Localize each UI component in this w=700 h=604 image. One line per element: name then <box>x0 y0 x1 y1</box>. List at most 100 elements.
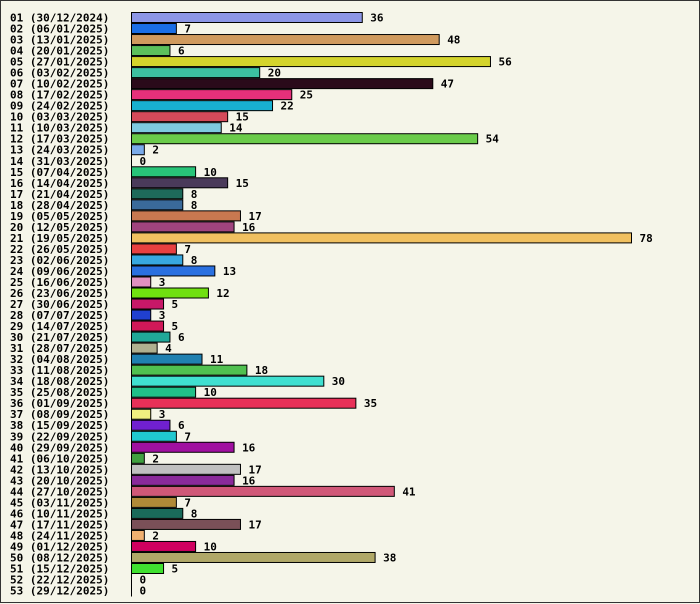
bar <box>131 100 274 112</box>
value-label: 17 <box>248 210 261 223</box>
value-label: 25 <box>300 89 313 102</box>
category-label: 09 (24/02/2025) <box>10 100 109 113</box>
value-label: 6 <box>178 45 185 58</box>
value-label: 2 <box>152 452 159 465</box>
value-label: 22 <box>281 100 294 113</box>
category-label: 43 (20/10/2025) <box>10 474 109 487</box>
category-label: 21 (19/05/2025) <box>10 232 109 245</box>
bar <box>131 287 209 299</box>
bar <box>131 386 197 398</box>
value-label: 8 <box>191 507 198 520</box>
value-label: 0 <box>140 155 147 168</box>
value-label: 5 <box>172 298 179 311</box>
category-label: 40 (29/09/2025) <box>10 441 109 454</box>
category-label: 13 (24/03/2025) <box>10 144 109 157</box>
value-label: 2 <box>152 144 159 157</box>
category-label: 24 (09/06/2025) <box>10 265 109 278</box>
value-label: 6 <box>178 331 185 344</box>
category-label: 27 (30/06/2025) <box>10 298 109 311</box>
category-label: 14 (31/03/2025) <box>10 155 109 168</box>
bar <box>131 507 184 519</box>
value-label: 56 <box>498 56 512 69</box>
category-label: 34 (18/08/2025) <box>10 375 109 388</box>
category-label: 11 (10/03/2025) <box>10 122 109 135</box>
value-label: 54 <box>486 133 500 146</box>
value-label: 8 <box>191 199 198 212</box>
bar <box>131 243 177 255</box>
bar <box>131 111 229 123</box>
category-label: 25 (16/06/2025) <box>10 276 109 289</box>
category-label: 10 (03/03/2025) <box>10 111 109 124</box>
value-label: 3 <box>159 408 166 421</box>
category-label: 06 (03/02/2025) <box>10 67 109 80</box>
value-label: 7 <box>184 23 191 36</box>
bar <box>131 298 165 310</box>
value-label: 4 <box>165 342 172 355</box>
value-label: 5 <box>172 320 179 333</box>
bar <box>131 89 293 101</box>
value-label: 0 <box>140 585 147 598</box>
bar <box>131 45 171 57</box>
category-label: 45 (03/11/2025) <box>10 496 109 509</box>
value-label: 38 <box>383 551 396 564</box>
value-label: 8 <box>191 188 198 201</box>
value-label: 11 <box>210 353 224 366</box>
value-label: 7 <box>184 496 191 509</box>
value-label: 2 <box>152 529 159 542</box>
category-label: 31 (28/07/2025) <box>10 342 109 355</box>
category-label: 20 (12/05/2025) <box>10 221 109 234</box>
bar <box>131 133 479 145</box>
category-label: 32 (04/08/2025) <box>10 353 109 366</box>
value-label: 7 <box>184 430 191 443</box>
category-label: 53 (29/12/2025) <box>10 585 109 598</box>
bar <box>131 67 261 79</box>
category-label: 30 (21/07/2025) <box>10 331 109 344</box>
bar <box>131 342 158 354</box>
bar <box>131 34 440 46</box>
bar <box>131 331 171 343</box>
category-label: 36 (01/09/2025) <box>10 397 109 410</box>
bar <box>131 485 395 497</box>
category-label: 28 (07/07/2025) <box>10 309 109 322</box>
category-label: 52 (22/12/2025) <box>10 574 109 587</box>
bar <box>131 188 184 200</box>
value-label: 48 <box>447 34 460 47</box>
category-label: 48 (24/11/2025) <box>10 529 109 542</box>
value-label: 16 <box>242 441 256 454</box>
bar <box>131 221 235 233</box>
bar <box>131 375 325 387</box>
category-label: 47 (17/11/2025) <box>10 518 109 531</box>
bar <box>131 210 241 222</box>
category-label: 49 (01/12/2025) <box>10 540 109 553</box>
bar <box>131 320 165 332</box>
category-label: 33 (11/08/2025) <box>10 364 109 377</box>
category-label: 02 (06/01/2025) <box>10 23 109 36</box>
value-label: 78 <box>640 232 653 245</box>
value-label: 10 <box>204 386 217 399</box>
category-label: 26 (23/06/2025) <box>10 287 109 300</box>
value-label: 6 <box>178 419 185 432</box>
category-label: 19 (05/05/2025) <box>10 210 109 223</box>
value-label: 47 <box>441 78 454 91</box>
category-label: 46 (10/11/2025) <box>10 507 109 520</box>
bar <box>131 78 434 90</box>
value-label: 16 <box>242 474 256 487</box>
bar <box>131 23 177 35</box>
bar <box>131 199 184 211</box>
bar <box>131 364 248 376</box>
bar <box>131 408 152 420</box>
category-label: 12 (17/03/2025) <box>10 133 109 146</box>
value-label: 3 <box>159 276 166 289</box>
category-label: 16 (14/04/2025) <box>10 177 109 190</box>
category-label: 41 (06/10/2025) <box>10 452 109 465</box>
bar <box>131 177 229 189</box>
category-label: 50 (08/12/2025) <box>10 551 109 564</box>
bar <box>131 265 216 277</box>
bar <box>131 551 376 563</box>
bar <box>131 12 363 23</box>
bar <box>131 430 177 442</box>
category-label: 07 (10/02/2025) <box>10 78 109 91</box>
bar <box>131 496 177 508</box>
category-label: 18 (28/04/2025) <box>10 199 109 212</box>
